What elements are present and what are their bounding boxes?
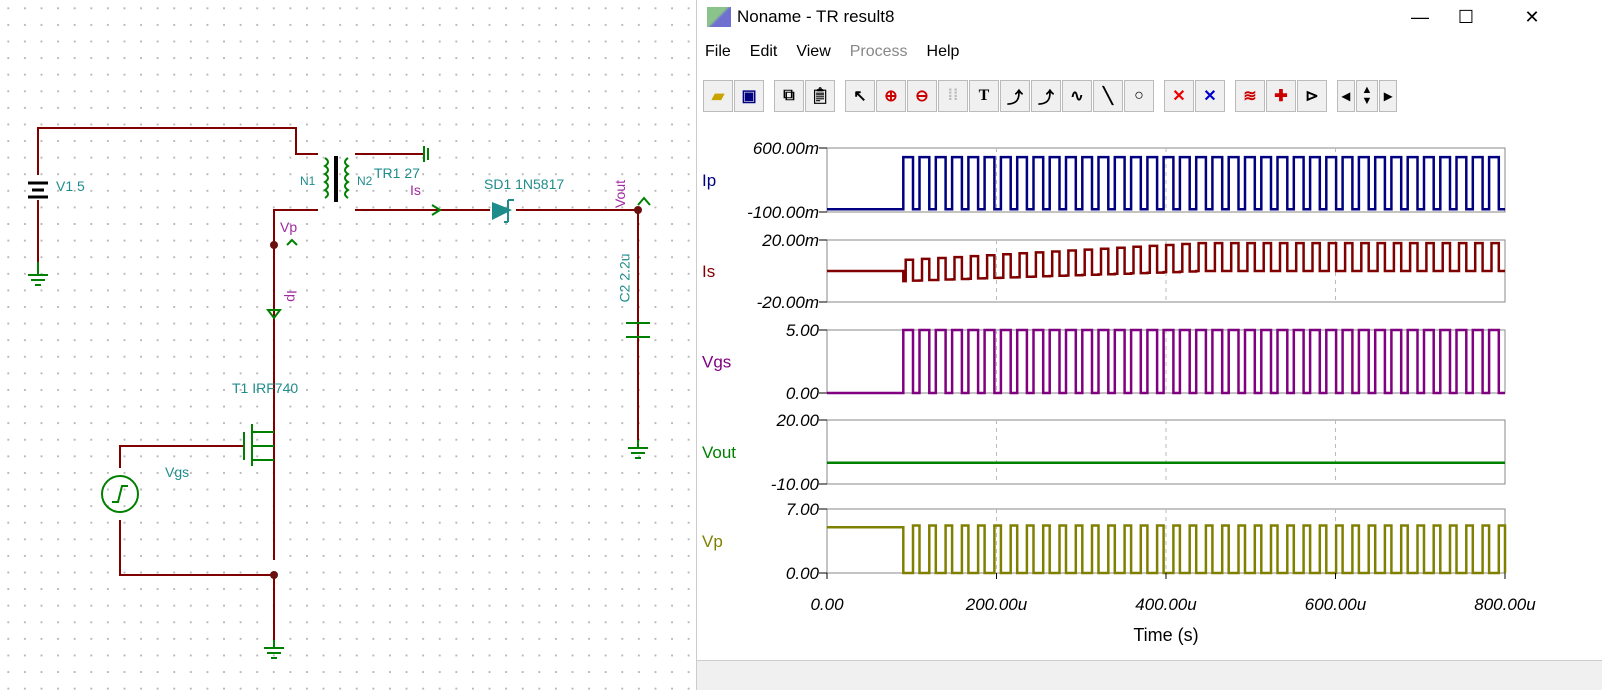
- waveform-plot[interactable]: 600.00m -100.00m Ip 20.00m -20.00m Is 5.00 0.00…: [697, 118, 1602, 660]
- probe-vout[interactable]: Vout: [612, 179, 629, 209]
- horizontal-scrollbar[interactable]: [697, 660, 1602, 690]
- paste-icon[interactable]: 📋︎: [805, 80, 835, 112]
- probe-is[interactable]: Is: [410, 182, 421, 198]
- v1-label: V1 5: [56, 178, 85, 194]
- series-label-vout: Vout: [702, 443, 736, 462]
- title-bar: Noname - TR result8: [697, 0, 1602, 34]
- line-icon[interactable]: ╲: [1093, 80, 1123, 112]
- trace-query-icon[interactable]: ⤴: [1031, 80, 1061, 112]
- y-tick-label: 0.00: [786, 384, 820, 403]
- y-tick-label: 600.00m: [753, 139, 819, 158]
- probe-vp[interactable]: Vp: [280, 219, 298, 235]
- open-folder-icon[interactable]: ▰: [703, 80, 733, 112]
- x-axis-label: Time (s): [1133, 625, 1198, 645]
- app-icon: [707, 7, 731, 27]
- trace-is: [827, 241, 1505, 283]
- scroll-up-down-icon[interactable]: ▲ ▼: [1356, 80, 1378, 112]
- menu-file[interactable]: File: [705, 43, 731, 60]
- cursor-a-icon[interactable]: ✕: [1164, 80, 1194, 112]
- y-tick-label: 20.00m: [761, 231, 819, 250]
- close-button[interactable]: ✕: [1524, 6, 1540, 27]
- y-tick-label: 20.00: [775, 411, 819, 430]
- window-title: Noname - TR result8: [737, 7, 895, 26]
- y-tick-label: 7.00: [786, 500, 820, 519]
- sd1-label: SD1 1N5817: [484, 176, 565, 192]
- x-tick-label: 200.00u: [965, 595, 1028, 614]
- y-tick-label: -100.00m: [747, 203, 819, 222]
- grid-icon[interactable]: ⁞⁞: [938, 80, 968, 112]
- scroll-left-icon[interactable]: ◂: [1337, 80, 1355, 112]
- add-probe-icon[interactable]: ✚: [1266, 80, 1296, 112]
- menu-help[interactable]: Help: [926, 43, 960, 60]
- series-label-is: Is: [702, 262, 715, 281]
- menu-edit[interactable]: Edit: [749, 43, 778, 60]
- toolbar: ▰ ▣ ⧉ 📋︎ ↖ ⊕ ⊖ ⁞⁞ T ⤴ ⤴ ∿ ╲ ○ ✕ ✕ ≋ ✚ ⊳ …: [703, 76, 1397, 116]
- y-tick-label: 5.00: [786, 321, 820, 340]
- save-icon[interactable]: ▣: [734, 80, 764, 112]
- zoom-in-icon[interactable]: ⊕: [876, 80, 906, 112]
- add-curve-icon[interactable]: ≋: [1235, 80, 1265, 112]
- series-label-vgs: Vgs: [702, 353, 731, 372]
- menu-view[interactable]: View: [796, 43, 831, 60]
- result-window: Noname - TR result8 — ☐ ✕ File Edit View…: [696, 0, 1602, 690]
- n1-label: N1: [300, 174, 316, 188]
- x-tick-label: 600.00u: [1305, 595, 1367, 614]
- trace-ip: [827, 155, 1505, 211]
- y-tick-label: 0.00: [786, 564, 820, 583]
- text-icon[interactable]: T: [969, 80, 999, 112]
- y-tick-label: -20.00m: [757, 293, 819, 312]
- pointer-icon[interactable]: ↖: [845, 80, 875, 112]
- copy-icon[interactable]: ⧉: [774, 80, 804, 112]
- n2-label: N2: [357, 174, 373, 188]
- minimize-button[interactable]: —: [1411, 6, 1429, 27]
- x-tick-label: 800.00u: [1474, 595, 1536, 614]
- schematic-canvas[interactable]: V1 5 TR1 27 N1 N2 SD1 1N5817 C2 2.2u T1 …: [0, 0, 694, 690]
- zoom-out-icon[interactable]: ⊖: [907, 80, 937, 112]
- x-tick-label: 400.00u: [1135, 595, 1197, 614]
- marker-icon[interactable]: ⊳: [1297, 80, 1327, 112]
- trace-annotate-icon[interactable]: ⤴: [1000, 80, 1030, 112]
- series-label-ip: Ip: [702, 171, 716, 190]
- menu-bar: File Edit View Process Help: [697, 34, 1602, 70]
- c2-label: C2 2.2u: [616, 253, 633, 303]
- vgs-source-label: Vgs: [165, 464, 190, 480]
- cursor-b-icon[interactable]: ✕: [1195, 80, 1225, 112]
- maximize-button[interactable]: ☐: [1457, 6, 1475, 27]
- schematic-wires: [28, 127, 651, 659]
- trace-formula-icon[interactable]: ∿: [1062, 80, 1092, 112]
- probe-ip[interactable]: Ip: [283, 290, 300, 302]
- menu-process[interactable]: Process: [849, 43, 908, 60]
- tr1-label: TR1 27: [374, 165, 420, 181]
- scroll-right-icon[interactable]: ▸: [1379, 80, 1397, 112]
- x-tick-label: 0.00: [810, 595, 844, 614]
- trace-vgs: [827, 328, 1505, 395]
- y-tick-label: -10.00: [771, 475, 820, 494]
- t1-label: T1 IRF740: [232, 380, 299, 396]
- trace-vp: [827, 524, 1507, 575]
- circle-icon[interactable]: ○: [1124, 80, 1154, 112]
- series-label-vp: Vp: [702, 532, 723, 551]
